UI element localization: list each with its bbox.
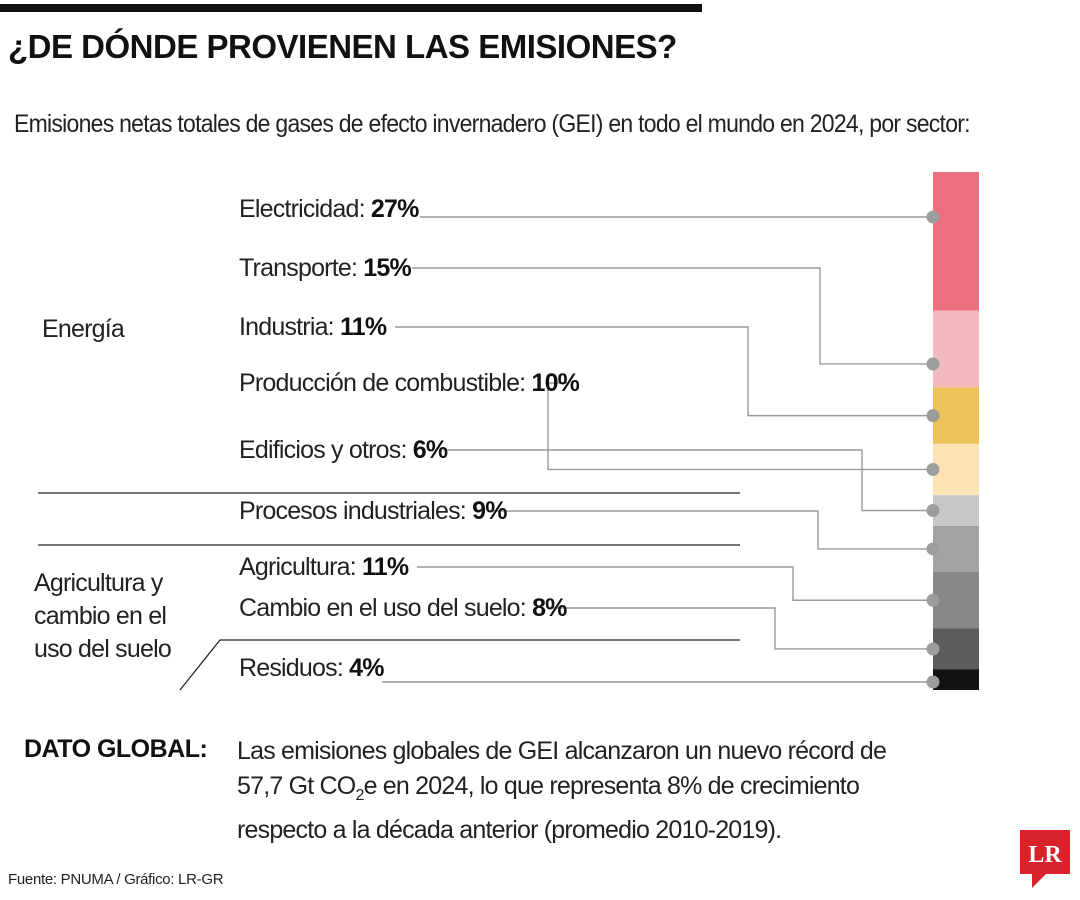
label-value-edificios-y-otros: 6%: [413, 436, 448, 464]
dato-line-2-pre: 57,7 Gt CO: [237, 772, 356, 800]
label-value-agricultura: 11%: [362, 553, 409, 581]
dot-industria: [926, 409, 940, 423]
label-electricidad: Electricidad: 27%: [239, 195, 419, 223]
label-edificios-y-otros: Edificios y otros: 6%: [239, 436, 448, 464]
bar-segment-cambio-en-el-uso-del-suelo: [933, 628, 979, 670]
chart-title: ¿DE DÓNDE PROVIENEN LAS EMISIONES?: [8, 28, 677, 65]
group-label-line: uso del suelo: [34, 635, 171, 663]
label-value-cambio-en-el-uso-del-suelo: 8%: [532, 594, 567, 622]
connector-lines: [382, 216, 933, 683]
label-name-residuos: Residuos:: [239, 654, 349, 682]
label-value-produccion-de-combustible: 10%: [531, 369, 579, 397]
label-value-electricidad: 27%: [371, 195, 419, 223]
label-name-industria: Industria:: [239, 313, 340, 341]
label-name-agricultura: Agricultura:: [239, 553, 362, 581]
group-labels: Energía Agricultura y cambio en el uso del …: [34, 315, 172, 663]
dot-edificios-y-otros: [926, 503, 940, 517]
label-procesos-industriales: Procesos industriales: 9%: [239, 497, 507, 525]
connector-transporte: [412, 267, 933, 365]
connector-produccion-de-combustible: [547, 382, 933, 471]
label-value-industria: 11%: [340, 313, 387, 341]
connector-procesos-industriales: [493, 510, 933, 550]
label-name-transporte: Transporte:: [239, 254, 363, 282]
label-agricultura: Agricultura: 11%: [239, 553, 409, 581]
bar-segment-electricidad: [933, 172, 979, 311]
label-name-cambio-en-el-uso-del-suelo: Cambio en el uso del suelo:: [239, 594, 532, 622]
label-transporte: Transporte: 15%: [239, 254, 411, 282]
dot-procesos-industriales: [926, 542, 940, 556]
bar-segment-industria: [933, 387, 979, 444]
group-dividers: [38, 492, 740, 691]
lr-logo-text: LR: [1028, 842, 1062, 868]
bar-segment-residuos: [933, 669, 979, 690]
bar-segment-agricultura: [933, 572, 979, 629]
connector-industria: [395, 326, 933, 417]
dato-global-text: Las emisiones globales de GEI alcanzaron…: [237, 734, 887, 848]
dot-agricultura: [926, 593, 940, 607]
dato-line-1: Las emisiones globales de GEI alcanzaron…: [237, 737, 887, 765]
bar-segment-procesos-industriales: [933, 525, 979, 573]
label-name-electricidad: Electricidad:: [239, 195, 371, 223]
group-label-line: Energía: [42, 315, 125, 343]
dato-line-2: 57,7 Gt CO2e en 2024, lo que representa …: [237, 769, 877, 813]
bar-segment-produccion-de-combustible: [933, 443, 979, 496]
dot-cambio-en-el-uso-del-suelo: [926, 642, 940, 656]
dato-global-label: DATO GLOBAL:: [24, 735, 208, 763]
dot-transporte: [926, 357, 940, 371]
label-cambio-en-el-uso-del-suelo: Cambio en el uso del suelo: 8%: [239, 594, 567, 622]
stacked-bar-chart: Electricidad: 27% Transporte: 15% Industri…: [34, 172, 979, 691]
connector-dots: [926, 210, 940, 689]
dato-line-3: respecto a la década anterior (promedio …: [237, 816, 782, 844]
dot-produccion-de-combustible: [926, 462, 940, 476]
dato-line-2-sub: 2: [355, 787, 364, 804]
group-label-agricultura-y-cambio-en-el-uso-del-suelo: Agricultura y cambio en el uso del suelo: [34, 569, 171, 663]
dot-residuos: [926, 675, 940, 689]
label-industria: Industria: 11%: [239, 313, 387, 341]
group-label-line: cambio en el: [34, 602, 166, 630]
label-residuos: Residuos: 4%: [239, 654, 384, 682]
dot-electricidad: [926, 210, 940, 224]
label-value-procesos-industriales: 9%: [472, 497, 507, 525]
lr-logo: LR: [1020, 830, 1070, 888]
chart-subtitle: Emisiones netas totales de gases de efec…: [14, 110, 971, 138]
top-rule: [0, 4, 702, 12]
label-value-residuos: 4%: [349, 654, 384, 682]
label-name-edificios-y-otros: Edificios y otros:: [239, 436, 413, 464]
divider-agricultura: [179, 639, 740, 691]
stacked-bar: [933, 172, 979, 690]
connector-cambio-en-el-uso-del-suelo: [550, 607, 933, 650]
dato-line-2-post: e en 2024, lo que representa 8% de creci…: [363, 772, 860, 800]
connector-agricultura: [417, 566, 933, 601]
group-label-energia: Energía: [42, 315, 125, 343]
lr-logo-shape: [1020, 830, 1070, 888]
label-name-produccion-de-combustible: Producción de combustible:: [239, 369, 531, 397]
label-name-procesos-industriales: Procesos industriales:: [239, 497, 472, 525]
group-label-line: Agricultura y: [34, 569, 164, 597]
bar-segment-edificios-y-otros: [933, 495, 979, 526]
bar-segment-transporte: [933, 310, 979, 388]
label-value-transporte: 15%: [363, 254, 411, 282]
source-credit: Fuente: PNUMA / Gráfico: LR-GR: [8, 871, 224, 888]
connector-edificios-y-otros: [443, 449, 933, 512]
segment-labels: Electricidad: 27% Transporte: 15% Industri…: [239, 195, 580, 682]
label-produccion-de-combustible: Producción de combustible: 10%: [239, 369, 580, 397]
